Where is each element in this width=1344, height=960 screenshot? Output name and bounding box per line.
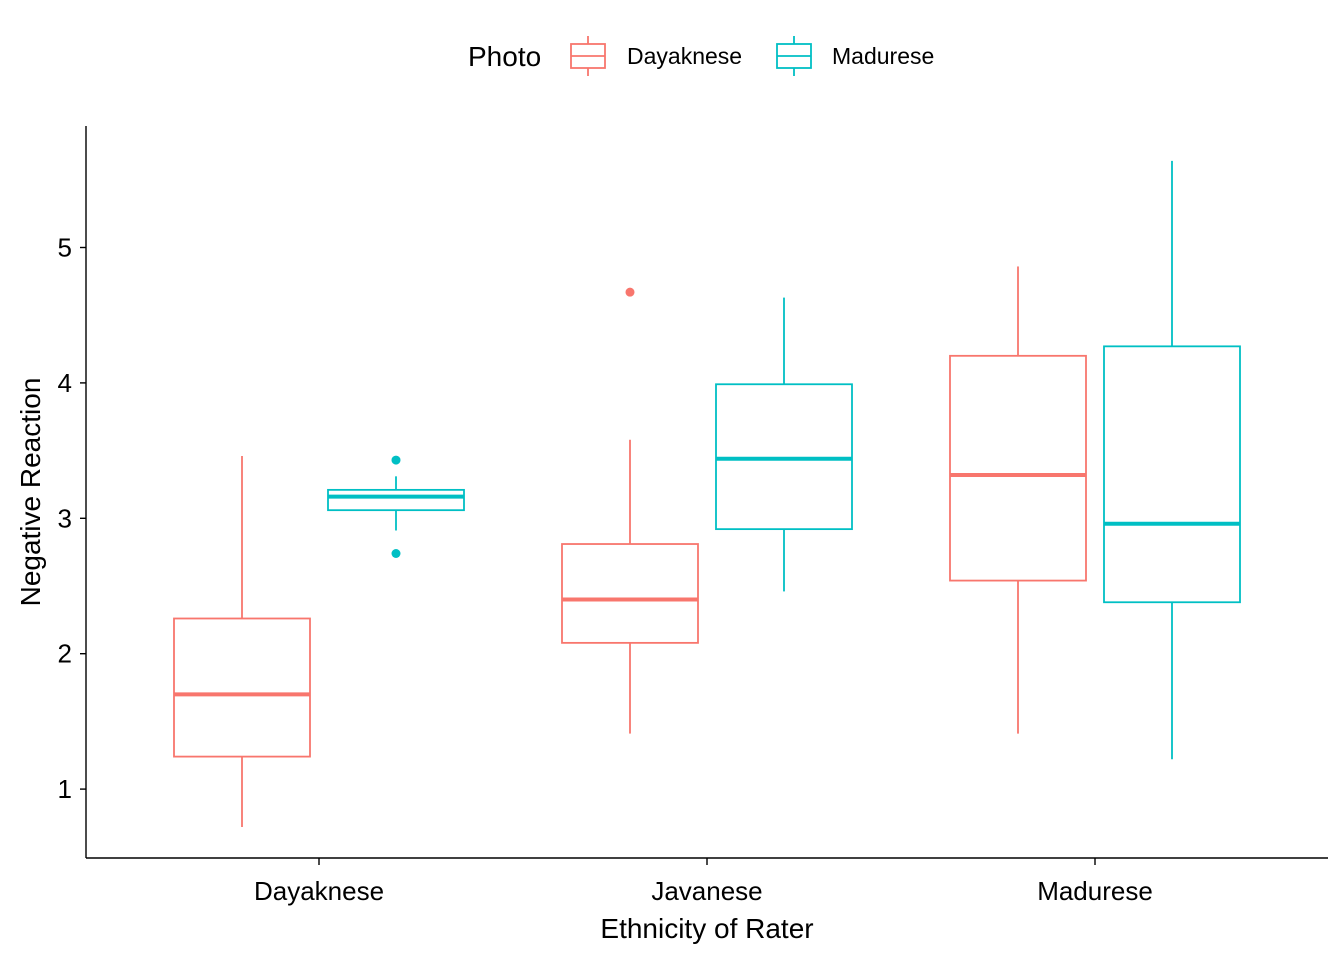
outlier-point xyxy=(625,287,635,297)
box-body xyxy=(561,543,699,644)
y-tick-label: 1 xyxy=(58,774,72,804)
box-dayaknese-photo-javanese-rater xyxy=(561,287,699,734)
box-body xyxy=(715,383,853,531)
x-axis-title: Ethnicity of Rater xyxy=(600,913,813,944)
outlier-point xyxy=(391,455,401,465)
plot-area: 1 2 3 4 5 Dayaknese Javanese Madurese xyxy=(58,126,1328,906)
box-madurese-photo-javanese-rater xyxy=(715,297,853,592)
x-tick-label: Madurese xyxy=(1037,876,1153,906)
y-axis-title: Negative Reaction xyxy=(15,378,46,607)
box-body xyxy=(1103,345,1241,604)
box-madurese-photo-madurese-rater xyxy=(1103,160,1241,760)
x-tick-label: Dayaknese xyxy=(254,876,384,906)
box-madurese-photo-dayaknese-rater xyxy=(327,455,465,559)
y-tick-label: 5 xyxy=(58,233,72,263)
legend-item-madurese: Madurese xyxy=(776,36,934,76)
y-tick-label: 4 xyxy=(58,368,72,398)
box-body xyxy=(327,488,465,512)
box-body xyxy=(949,354,1087,582)
y-tick-label: 3 xyxy=(58,503,72,533)
legend-item-dayaknese: Dayaknese xyxy=(570,36,742,76)
y-tick-label: 2 xyxy=(58,639,72,669)
legend-title: Photo xyxy=(468,41,541,72)
x-tick-label: Javanese xyxy=(651,876,762,906)
legend-key-dayaknese xyxy=(570,36,606,76)
box-dayaknese-photo-dayaknese-rater xyxy=(173,456,311,828)
legend-label-dayaknese: Dayaknese xyxy=(627,43,742,69)
outlier-point xyxy=(391,549,401,559)
box-dayaknese-photo-madurese-rater xyxy=(949,266,1087,734)
legend-key-madurese xyxy=(776,36,812,76)
legend-label-madurese: Madurese xyxy=(832,43,934,69)
legend: Photo Dayaknese Madurese xyxy=(468,36,934,76)
box-body xyxy=(173,617,311,758)
